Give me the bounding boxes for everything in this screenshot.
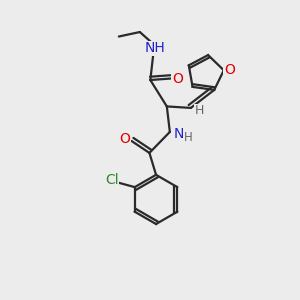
- Text: O: O: [224, 63, 235, 77]
- Text: N: N: [174, 127, 184, 141]
- Text: Cl: Cl: [105, 173, 118, 187]
- Text: O: O: [172, 71, 183, 85]
- Text: O: O: [119, 131, 130, 146]
- Text: H: H: [194, 104, 204, 117]
- Text: NH: NH: [145, 41, 166, 55]
- Text: H: H: [184, 131, 193, 144]
